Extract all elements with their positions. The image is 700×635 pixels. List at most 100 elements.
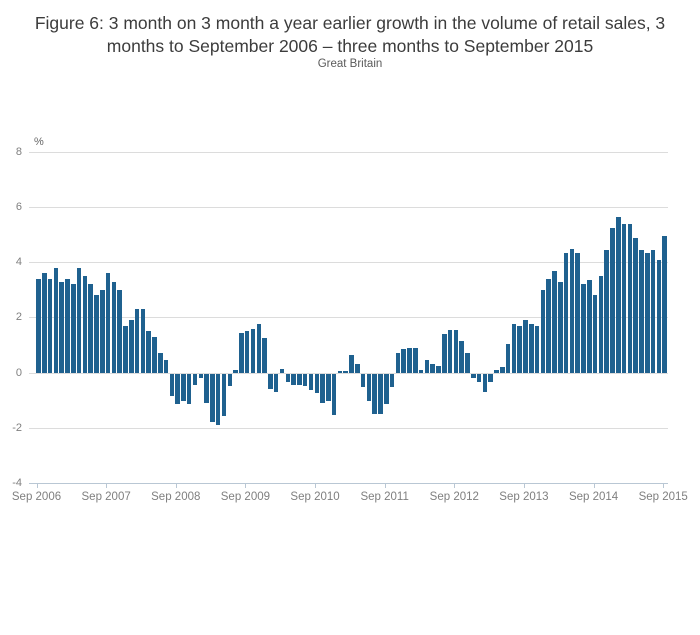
x-axis-tick	[36, 483, 38, 488]
bar	[552, 270, 557, 373]
bar	[384, 373, 389, 404]
bar	[331, 373, 337, 416]
bar	[291, 373, 296, 385]
bar	[76, 267, 82, 373]
bar	[465, 353, 470, 373]
y-axis-tick-label: -4	[12, 476, 22, 489]
x-axis-tick-label: Sep 2013	[499, 491, 549, 503]
bar	[279, 368, 285, 373]
bar	[88, 284, 93, 373]
bar	[355, 364, 360, 373]
bar	[105, 273, 111, 373]
bar	[314, 373, 320, 393]
bar	[123, 325, 128, 373]
bar	[650, 249, 656, 373]
bar	[488, 373, 493, 382]
bar	[82, 276, 88, 373]
bar	[181, 373, 186, 402]
bar	[59, 281, 64, 373]
bar	[523, 320, 528, 373]
figure-subtitle: Great Britain	[317, 58, 383, 70]
y-axis-tick-label: 0	[15, 366, 22, 379]
bar	[163, 360, 169, 373]
x-axis-tick	[106, 483, 108, 488]
y-axis-tick-label: 6	[15, 201, 22, 214]
bar	[273, 373, 279, 392]
x-axis-tick-label: Sep 2014	[568, 491, 619, 503]
x-axis-tick-label: Sep 2007	[81, 491, 131, 503]
bar	[604, 249, 609, 373]
gridline	[29, 427, 668, 429]
bar	[627, 223, 633, 373]
y-axis-tick-label: 8	[15, 146, 22, 158]
x-axis-tick	[384, 483, 386, 488]
bar	[262, 338, 267, 373]
bar	[569, 248, 575, 373]
bar	[227, 373, 233, 387]
bar	[558, 281, 563, 373]
bar	[360, 373, 366, 388]
y-axis-tick-label: 2	[15, 311, 22, 324]
bar	[476, 373, 482, 382]
bar	[146, 331, 151, 373]
bar	[575, 252, 580, 373]
bar	[198, 373, 204, 378]
bar	[430, 364, 436, 373]
bar	[308, 373, 314, 391]
bar	[459, 340, 464, 373]
x-axis-tick	[593, 483, 595, 488]
bar	[401, 349, 407, 373]
bar	[140, 309, 146, 373]
bar	[326, 373, 331, 402]
bar	[337, 371, 343, 373]
y-axis-unit-label: %	[34, 136, 44, 148]
bar	[366, 373, 372, 402]
bar	[134, 309, 140, 373]
bar	[175, 373, 180, 404]
x-axis-tick	[523, 483, 525, 488]
bar	[436, 365, 441, 373]
bar	[494, 369, 499, 373]
x-axis-tick-label: Sep 2006	[11, 491, 62, 503]
bar	[378, 373, 383, 414]
bar	[268, 373, 273, 389]
bar	[70, 284, 76, 373]
bar	[128, 320, 134, 373]
bar	[94, 295, 99, 373]
bar	[343, 371, 349, 373]
bar	[169, 373, 175, 396]
gridline	[29, 207, 668, 209]
bar	[540, 289, 546, 373]
bar	[297, 373, 302, 385]
x-axis-tick	[454, 483, 456, 488]
bar	[285, 373, 291, 382]
bar	[36, 278, 41, 373]
bar	[529, 324, 534, 373]
bar	[442, 334, 447, 373]
bar	[633, 237, 638, 373]
gridline	[29, 152, 668, 153]
bar	[244, 331, 250, 373]
bar	[656, 259, 662, 373]
x-axis-tick	[663, 483, 665, 488]
bar	[250, 328, 256, 373]
gridline	[29, 317, 668, 319]
bar	[349, 354, 354, 373]
bar	[99, 289, 105, 373]
bar	[546, 278, 551, 373]
bar	[482, 373, 488, 392]
bar	[621, 223, 627, 373]
bar	[511, 324, 517, 373]
bar	[413, 347, 418, 373]
bar	[447, 329, 453, 373]
x-axis-tick-label: Sep 2012	[429, 491, 479, 503]
bar	[41, 273, 47, 373]
bar	[453, 329, 459, 373]
bar	[65, 278, 70, 373]
bar	[424, 360, 430, 373]
bar	[111, 281, 117, 373]
x-axis-line	[29, 482, 668, 484]
bar	[157, 353, 163, 373]
bar	[53, 267, 59, 373]
